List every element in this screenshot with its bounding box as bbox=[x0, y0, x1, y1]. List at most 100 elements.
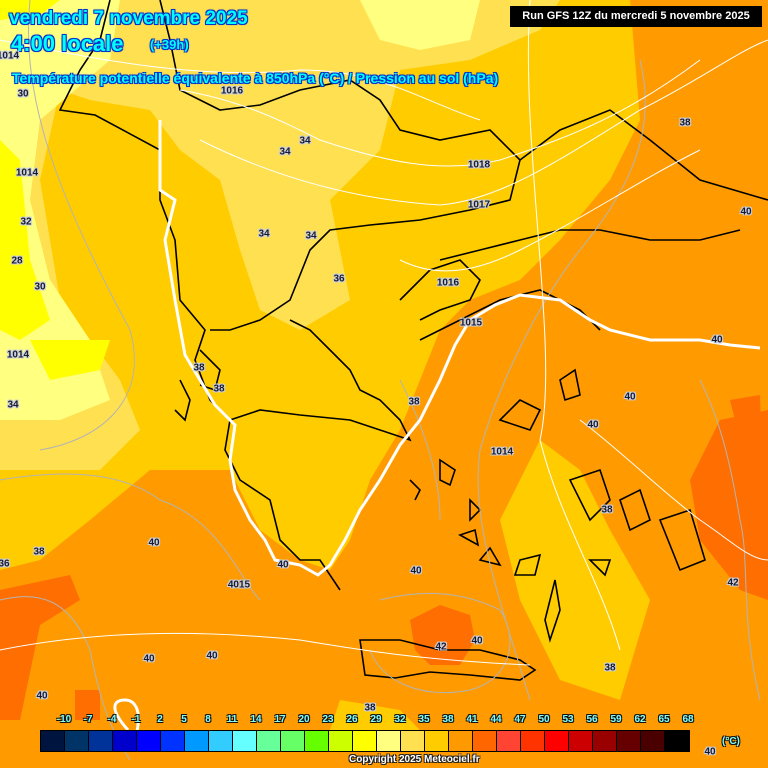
colorbar-segment bbox=[449, 731, 473, 751]
colorbar-segment bbox=[257, 731, 281, 751]
colorbar-segment bbox=[185, 731, 209, 751]
temperature-label: 36 bbox=[333, 273, 345, 285]
temp-band-35-southwest bbox=[330, 700, 420, 730]
temperature-label: 38 bbox=[601, 504, 613, 516]
colorbar-segment bbox=[617, 731, 641, 751]
temp-band-41-ne bbox=[730, 395, 762, 470]
colorbar-segment bbox=[497, 731, 521, 751]
colorbar-segment bbox=[89, 731, 113, 751]
temperature-label: 32 bbox=[20, 216, 32, 228]
colorbar-segment bbox=[113, 731, 137, 751]
colorbar-unit: (°C) bbox=[722, 736, 740, 747]
temperature-label: 40 bbox=[587, 419, 599, 431]
temperature-label: 38 bbox=[33, 546, 45, 558]
colorbar bbox=[40, 730, 690, 752]
temp-band-32 bbox=[0, 0, 560, 470]
temp-band-41-sw bbox=[75, 690, 100, 720]
colorbar-tick-label: -4 bbox=[107, 714, 117, 725]
pressure-isobars bbox=[0, 0, 768, 666]
colorbar-tick-label: 50 bbox=[538, 714, 550, 725]
forecast-offset: (+39h) bbox=[150, 37, 189, 52]
temperature-label: 40 bbox=[206, 650, 218, 662]
temperature-label: 38 bbox=[193, 362, 205, 374]
temperature-label: 42 bbox=[727, 577, 739, 589]
pressure-label: 1014 bbox=[6, 349, 30, 361]
coastlines bbox=[58, 0, 768, 681]
colorbar-tick-label: 59 bbox=[610, 714, 622, 725]
colorbar-tick-label: 47 bbox=[514, 714, 526, 725]
colorbar-tick-label: 62 bbox=[634, 714, 646, 725]
colorbar-tick-label: 65 bbox=[658, 714, 670, 725]
colorbar-tick-label: 2 bbox=[157, 714, 163, 725]
colorbar-segment bbox=[233, 731, 257, 751]
colorbar-segment bbox=[353, 731, 377, 751]
colorbar-segment bbox=[593, 731, 617, 751]
temperature-label: 42 bbox=[435, 641, 447, 653]
temperature-label: 40 bbox=[711, 334, 723, 346]
colorbar-tick-label: 44 bbox=[490, 714, 502, 725]
temperature-label: 38 bbox=[364, 702, 376, 714]
colorbar-tick-label: 32 bbox=[394, 714, 406, 725]
colorbar-tick-label: 20 bbox=[298, 714, 310, 725]
colorbar-segment bbox=[425, 731, 449, 751]
temperature-label: 34 bbox=[258, 228, 270, 240]
temperature-label: 40 bbox=[740, 206, 752, 218]
colorbar-segment bbox=[65, 731, 89, 751]
temp-band-26-top bbox=[0, 0, 60, 20]
colorbar-tick-label: 35 bbox=[418, 714, 430, 725]
temperature-label: 30 bbox=[34, 281, 46, 293]
colorbar-tick-label: 23 bbox=[322, 714, 334, 725]
pressure-label: 1016 bbox=[220, 85, 244, 97]
colorbar-tick-label: 11 bbox=[226, 714, 238, 725]
colorbar-tick-label: 26 bbox=[346, 714, 358, 725]
temp-band-26-b bbox=[30, 340, 110, 380]
colorbar-tick-label: 41 bbox=[466, 714, 478, 725]
colorbar-segment bbox=[641, 731, 665, 751]
temperature-label: 34 bbox=[7, 399, 19, 411]
temperature-label: 38 bbox=[213, 383, 225, 395]
colorbar-tick-label: 38 bbox=[442, 714, 454, 725]
temperature-label: 40 bbox=[143, 653, 155, 665]
colorbar-segment bbox=[41, 731, 65, 751]
temperature-label: 34 bbox=[305, 230, 317, 242]
model-run-label: Run GFS 12Z du mercredi 5 novembre 2025 bbox=[510, 6, 762, 27]
pressure-label: 1014 bbox=[490, 446, 514, 458]
temperature-label: 40 bbox=[624, 391, 636, 403]
colorbar-segment bbox=[569, 731, 593, 751]
temperature-label: 30 bbox=[17, 88, 29, 100]
pressure-label: 1016 bbox=[436, 277, 460, 289]
colorbar-tick-label: -7 bbox=[83, 714, 93, 725]
colorbar-tick-label: 56 bbox=[586, 714, 598, 725]
pressure-label: 1014 bbox=[0, 50, 20, 62]
colorbar-segment bbox=[209, 731, 233, 751]
colorbar-tick-label: -1 bbox=[131, 714, 141, 725]
temp-band-35-east bbox=[500, 440, 650, 700]
copyright: Copyright 2025 Meteociel.fr bbox=[349, 754, 480, 765]
temperature-label: 40 bbox=[148, 537, 160, 549]
temperature-label: 34 bbox=[279, 146, 291, 158]
temperature-label: 40 bbox=[36, 690, 48, 702]
colorbar-segment bbox=[281, 731, 305, 751]
temperature-label: 28 bbox=[11, 255, 23, 267]
forecast-time: 4:00 locale bbox=[11, 31, 124, 56]
colorbar-tick-label: 53 bbox=[562, 714, 574, 725]
temperature-label: 36 bbox=[0, 558, 10, 570]
pressure-label: 1018 bbox=[467, 159, 491, 171]
temperature-label: 38 bbox=[408, 396, 420, 408]
temperature-label: 40 bbox=[471, 635, 483, 647]
temp-band-26 bbox=[0, 140, 50, 340]
pressure-label: 1017 bbox=[467, 199, 491, 211]
colorbar-tick-label: 8 bbox=[205, 714, 211, 725]
temperature-label: 38 bbox=[604, 662, 616, 674]
temperature-label: 38 bbox=[679, 117, 691, 129]
colorbar-tick-label: 68 bbox=[682, 714, 694, 725]
colorbar-tick-label: 29 bbox=[370, 714, 382, 725]
colorbar-tick-label: -10 bbox=[56, 714, 72, 725]
temperature-label: 40 bbox=[410, 565, 422, 577]
colorbar-tick-label: 17 bbox=[274, 714, 286, 725]
colorbar-segment bbox=[545, 731, 569, 751]
colorbar-segment bbox=[665, 731, 689, 751]
colorbar-segment bbox=[401, 731, 425, 751]
pressure-label: 4015 bbox=[227, 579, 251, 591]
